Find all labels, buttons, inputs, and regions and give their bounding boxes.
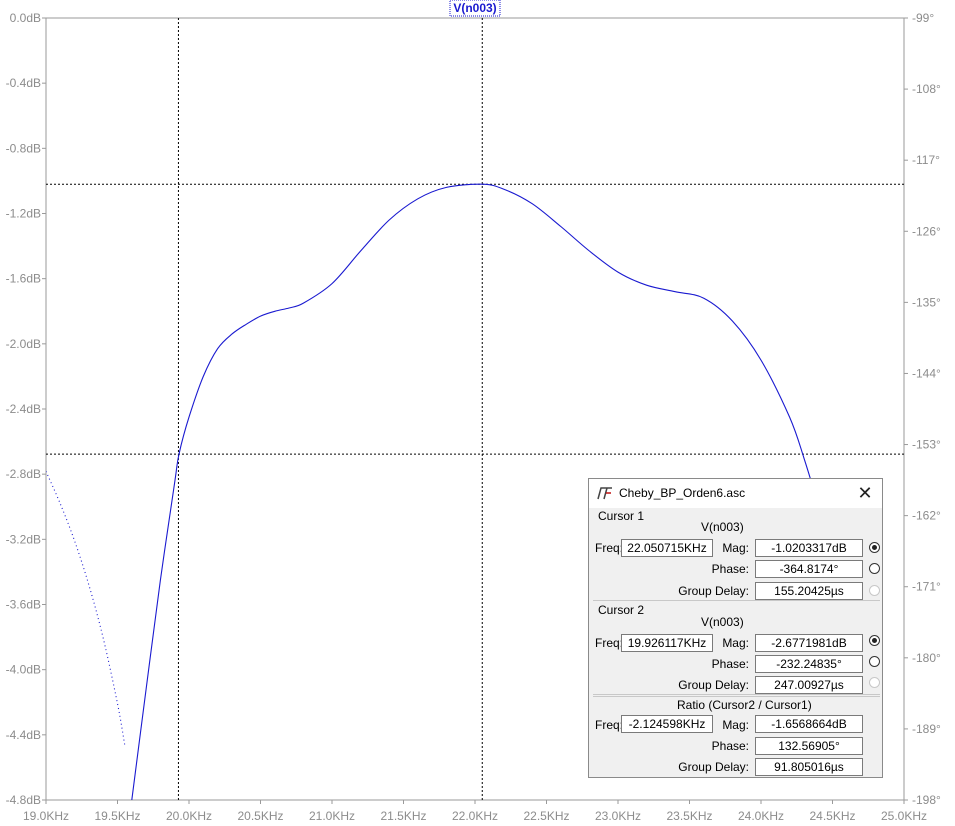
cursor2-gd-field[interactable]: 247.00927µs bbox=[755, 676, 863, 694]
ratio-freq-field[interactable]: -2.124598KHz bbox=[621, 715, 713, 733]
cursor1-group-label: Cursor 1 bbox=[598, 509, 645, 523]
cursor1-gd-radio[interactable] bbox=[869, 585, 880, 596]
ratio-freq-label: Freq: bbox=[595, 718, 624, 732]
ratio-phase-label: Phase: bbox=[711, 739, 749, 753]
magnitude-trace[interactable] bbox=[131, 183, 862, 800]
x-tick-label: 24.0KHz bbox=[738, 809, 784, 823]
cursor1-gd-field[interactable]: 155.20425µs bbox=[755, 582, 863, 600]
cursor2-group-label: Cursor 2 bbox=[598, 603, 645, 617]
trace-label[interactable]: V(n003) bbox=[453, 1, 496, 15]
y-right-tick-label: -189° bbox=[912, 722, 941, 736]
cursor2-mag-field[interactable]: -2.6771981dB bbox=[755, 634, 863, 652]
cursor1-freq-label: Freq: bbox=[595, 541, 624, 555]
ltspice-app-icon bbox=[597, 487, 612, 500]
cursor1-group bbox=[593, 515, 880, 601]
cursor1-phase-label: Phase: bbox=[711, 562, 749, 576]
x-tick-label: 23.0KHz bbox=[595, 809, 641, 823]
y-left-tick-label: -0.8dB bbox=[6, 141, 41, 155]
cursor2-freq-label: Freq: bbox=[595, 636, 624, 650]
y-right-tick-label: -117° bbox=[912, 153, 940, 167]
y-left-tick-label: -2.4dB bbox=[6, 402, 41, 416]
x-tick-label: 25.0KHz bbox=[881, 809, 927, 823]
y-right-tick-label: -171° bbox=[912, 580, 941, 594]
cursor1-phase-radio[interactable] bbox=[869, 563, 880, 574]
y-right-tick-label: -180° bbox=[912, 651, 941, 665]
cursor2-freq-field[interactable]: 19.926117KHz bbox=[621, 634, 713, 652]
cursor2-mag-label: Mag: bbox=[722, 636, 749, 650]
y-left-tick-label: -1.2dB bbox=[6, 207, 41, 221]
x-tick-label: 19.0KHz bbox=[23, 809, 69, 823]
trace-label-box bbox=[449, 0, 501, 17]
series-layer bbox=[46, 183, 862, 800]
ratio-group-label: Ratio (Cursor2 / Cursor1) bbox=[677, 698, 812, 712]
cursor2-trace-name: V(n003) bbox=[701, 615, 744, 629]
x-tick-label: 23.5KHz bbox=[666, 809, 712, 823]
x-tick-label: 22.0KHz bbox=[452, 809, 498, 823]
cursor-dialog[interactable]: Cheby_BP_Orden6.asc ✕ Cursor 1 V(n003) F… bbox=[588, 478, 883, 778]
x-tick-label: 19.5KHz bbox=[94, 809, 140, 823]
y-right-tick-label: -144° bbox=[912, 366, 941, 380]
y-right-tick-label: -198° bbox=[912, 793, 941, 807]
x-tick-label: 24.5KHz bbox=[809, 809, 855, 823]
axis-ticks: 19.0KHz 19.5KHz 20.0KHz 20.5KHz 21.0KHz 21.5K… bbox=[6, 11, 941, 823]
ratio-group bbox=[593, 696, 880, 776]
y-right-tick-label: -162° bbox=[912, 509, 941, 523]
y-left-tick-label: -0.4dB bbox=[6, 76, 41, 90]
x-tick-label: 20.5KHz bbox=[237, 809, 283, 823]
cursor1-mag-radio[interactable] bbox=[869, 542, 880, 553]
dialog-titlebar[interactable]: Cheby_BP_Orden6.asc ✕ bbox=[589, 479, 882, 508]
y-right-tick-label: -135° bbox=[912, 295, 941, 309]
y-left-tick-label: -2.8dB bbox=[6, 467, 41, 481]
cursor1-freq-field[interactable]: 22.050715KHz bbox=[621, 539, 713, 557]
x-tick-label: 20.0KHz bbox=[166, 809, 212, 823]
phase-trace[interactable] bbox=[46, 471, 126, 745]
dialog-title: Cheby_BP_Orden6.asc bbox=[619, 486, 746, 500]
cursor1-phase-field[interactable]: -364.8174° bbox=[755, 560, 863, 578]
cursor2-group bbox=[593, 609, 880, 695]
y-left-tick-label: -3.6dB bbox=[6, 598, 41, 612]
cursor2-phase-radio[interactable] bbox=[869, 656, 880, 667]
y-left-tick-label: -4.0dB bbox=[6, 663, 41, 677]
ratio-gd-label: Group Delay: bbox=[678, 760, 749, 774]
y-right-tick-label: -153° bbox=[912, 438, 941, 452]
ratio-mag-label: Mag: bbox=[722, 718, 749, 732]
x-tick-label: 21.0KHz bbox=[309, 809, 355, 823]
y-right-tick-label: -126° bbox=[912, 224, 941, 238]
y-left-tick-label: 0.0dB bbox=[10, 11, 41, 25]
cursor1-mag-label: Mag: bbox=[722, 541, 749, 555]
ratio-gd-field[interactable]: 91.805016µs bbox=[755, 758, 863, 776]
x-tick-label: 22.5KHz bbox=[523, 809, 569, 823]
cursor1-trace-name: V(n003) bbox=[701, 520, 744, 534]
y-left-tick-label: -4.8dB bbox=[6, 793, 41, 807]
y-left-tick-label: -4.4dB bbox=[6, 728, 41, 742]
cursor2-phase-field[interactable]: -232.24835° bbox=[755, 655, 863, 673]
y-right-tick-label: -108° bbox=[912, 82, 941, 96]
cursor1-gd-label: Group Delay: bbox=[678, 584, 749, 598]
y-left-tick-label: -1.6dB bbox=[6, 272, 41, 286]
y-right-tick-label: -99° bbox=[912, 11, 934, 25]
cursor2-mag-radio[interactable] bbox=[869, 635, 880, 646]
close-icon[interactable]: ✕ bbox=[857, 483, 873, 503]
y-left-tick-label: -2.0dB bbox=[6, 337, 41, 351]
cursor2-gd-radio[interactable] bbox=[869, 677, 880, 688]
cursor2-gd-label: Group Delay: bbox=[678, 678, 749, 692]
y-left-tick-label: -3.2dB bbox=[6, 532, 41, 546]
ratio-phase-field[interactable]: 132.56905° bbox=[755, 737, 863, 755]
cursor2-phase-label: Phase: bbox=[711, 657, 749, 671]
ratio-mag-field[interactable]: -1.6568664dB bbox=[755, 715, 863, 733]
cursor1-mag-field[interactable]: -1.0203317dB bbox=[755, 539, 863, 557]
x-tick-label: 21.5KHz bbox=[380, 809, 426, 823]
